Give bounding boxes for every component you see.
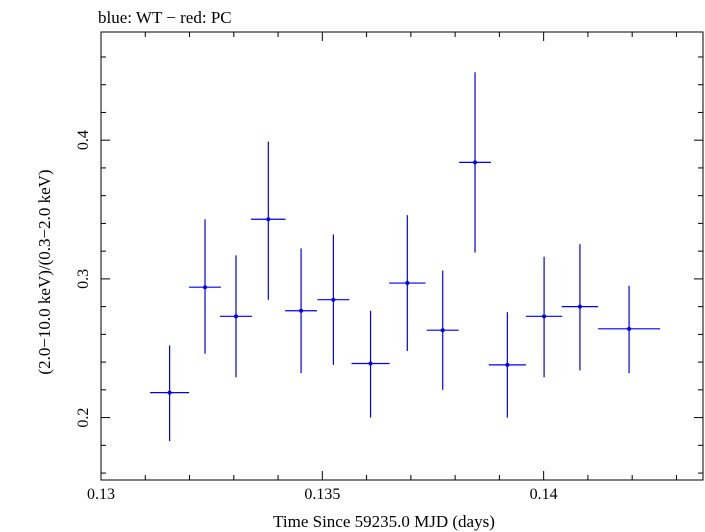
point-marker <box>505 362 510 367</box>
data-point <box>189 219 221 354</box>
point-marker <box>368 361 373 366</box>
data-point <box>598 285 661 374</box>
point-marker <box>203 285 208 290</box>
point-marker <box>577 304 582 309</box>
point-marker <box>167 390 172 395</box>
x-tick-label: 0.135 <box>304 486 340 503</box>
axis-tick-labels: 0.13 0.135 0.14 0.2 0.3 0.4 <box>75 130 558 503</box>
data-point <box>561 244 599 371</box>
data-point <box>459 72 491 253</box>
data-point <box>426 270 459 390</box>
data-point <box>351 310 390 418</box>
point-marker <box>440 328 445 333</box>
point-marker <box>473 160 478 165</box>
data-point <box>317 234 350 365</box>
plot-frame <box>100 31 704 481</box>
x-axis-label: Time Since 59235.0 MJD (days) <box>273 512 495 531</box>
point-marker <box>405 281 410 286</box>
data-point <box>251 141 286 300</box>
point-marker <box>266 217 271 222</box>
point-marker <box>299 308 304 313</box>
x-tick-label: 0.14 <box>530 486 558 503</box>
point-marker <box>627 326 632 331</box>
x-tick-label: 0.13 <box>87 486 115 503</box>
point-marker <box>542 314 547 319</box>
data-point <box>150 345 190 442</box>
y-tick-label: 0.2 <box>75 408 92 428</box>
data-point <box>285 248 318 374</box>
data-point <box>488 312 526 418</box>
point-marker <box>234 314 239 319</box>
data-series-wt <box>150 72 661 442</box>
y-tick-label: 0.3 <box>75 269 92 289</box>
point-marker <box>331 297 336 302</box>
data-point <box>389 215 426 352</box>
axis-ticks <box>100 32 703 480</box>
data-point <box>525 256 563 378</box>
y-axis-label: (2.0−10.0 keV)/(0.3−2.0 keV) <box>35 169 54 374</box>
data-point <box>220 255 252 378</box>
y-tick-label: 0.4 <box>75 130 92 150</box>
chart-title: blue: WT − red: PC <box>98 8 232 27</box>
